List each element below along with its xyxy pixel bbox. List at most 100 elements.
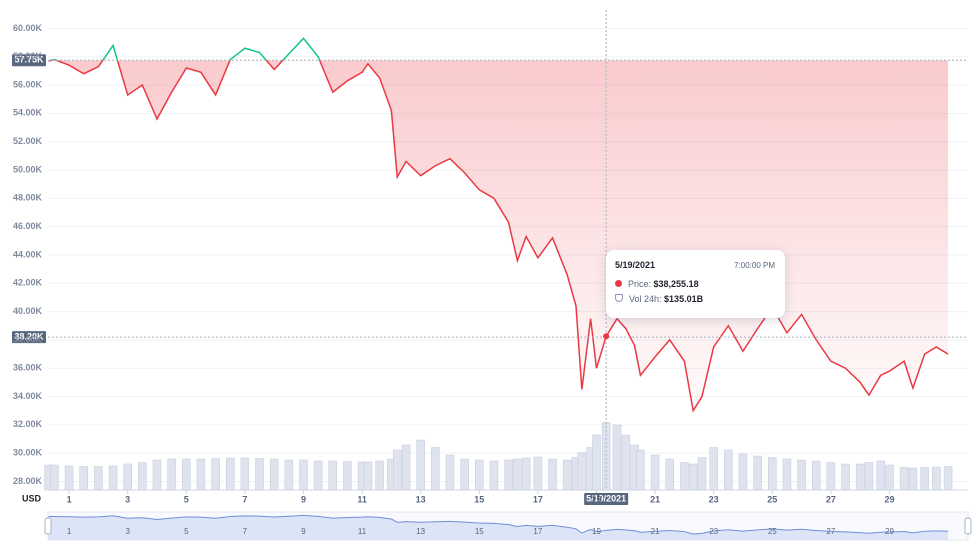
volume-bar xyxy=(431,447,440,491)
volume-bar xyxy=(753,455,762,491)
y-tick-label: 56.00K xyxy=(13,79,43,89)
volume-bar xyxy=(521,457,531,491)
tooltip-date-text: 5/19/2021 xyxy=(615,260,656,270)
volume-bar xyxy=(375,460,384,491)
navigator-tick-label: 25 xyxy=(768,527,777,536)
volume-bar xyxy=(392,449,402,491)
volume-bar xyxy=(932,466,941,491)
volume-bar xyxy=(240,457,250,491)
y-tick-label: 54.00K xyxy=(13,108,43,118)
y-tick-label: 44.00K xyxy=(13,249,43,259)
volume-bar xyxy=(724,449,733,491)
volume-value: $135.01B xyxy=(664,294,704,304)
navigator-tick-label: 29 xyxy=(885,527,894,536)
tooltip: 5/19/2021 7:00:00 PM Price: $38,255.18 V… xyxy=(606,250,785,318)
volume-icon xyxy=(615,294,623,302)
volume-bar xyxy=(533,456,543,491)
navigator-tick-label: 5 xyxy=(184,527,189,536)
volume-bar xyxy=(612,424,622,491)
navigator-line xyxy=(48,514,949,535)
volume-bar xyxy=(688,463,698,491)
volume-bar xyxy=(577,452,587,491)
x-tick-label: 15 xyxy=(474,494,484,504)
x-tick-label: 23 xyxy=(709,494,719,504)
volume-bar xyxy=(108,465,118,491)
volume-bar xyxy=(255,458,264,491)
price-dot xyxy=(615,280,622,287)
volume-bar xyxy=(196,458,206,491)
navigator-tick-label: 15 xyxy=(475,527,484,536)
y-tick-label: 34.00K xyxy=(13,391,43,401)
volume-bar xyxy=(416,439,425,491)
volume-bar xyxy=(768,457,777,491)
volume-bar xyxy=(811,460,821,491)
crosshair-x-label: 5/19/2021 xyxy=(586,493,626,503)
volume-bar xyxy=(650,454,660,491)
volume-bar xyxy=(899,467,909,491)
volume-bar xyxy=(343,461,352,491)
volume-bar xyxy=(797,459,806,491)
volume-bar xyxy=(123,463,132,491)
y-axis-label: USD xyxy=(22,493,42,503)
volume-bar xyxy=(152,459,162,491)
x-tick-label: 11 xyxy=(357,494,367,504)
price-line-down xyxy=(48,60,949,413)
y-tick-label: 46.00K xyxy=(13,221,43,231)
crosshair-x-box xyxy=(584,493,629,505)
volume-bar xyxy=(782,458,792,491)
volume-label: Vol 24h: xyxy=(629,294,662,304)
volume-bar xyxy=(876,460,885,491)
volume-bar xyxy=(592,434,601,491)
volume-bar xyxy=(943,466,953,491)
volume-bar xyxy=(460,458,469,491)
volume-bar xyxy=(269,458,279,491)
volume-bar xyxy=(138,462,147,491)
price-area xyxy=(48,60,949,411)
tooltip-date: 5/19/2021 xyxy=(615,260,655,270)
volume-bar xyxy=(79,466,88,491)
volume-bar xyxy=(826,462,836,491)
volume-bar xyxy=(313,460,323,491)
volume-bar xyxy=(680,462,689,491)
y-tick-label: 60.00K xyxy=(13,23,43,33)
navigator-handle-right xyxy=(964,517,972,535)
volume-bar xyxy=(445,454,455,491)
tooltip-volume: Vol 24h: $135.01B xyxy=(615,294,703,304)
volume-bar xyxy=(908,467,918,491)
navigator-tick-label: 17 xyxy=(533,527,542,536)
navigator-handle-left xyxy=(44,517,52,535)
x-tick-label: 19 xyxy=(591,494,601,504)
navigator-tick-label: 7 xyxy=(243,527,248,536)
tooltip-time: 7:00:00 PM xyxy=(734,261,775,270)
volume-bar xyxy=(299,459,308,491)
volume-bar xyxy=(475,459,484,491)
navigator-tick-label: 27 xyxy=(826,527,835,536)
volume-bar xyxy=(401,444,411,491)
volume-bar xyxy=(182,458,191,491)
volume-bar xyxy=(920,467,929,491)
hover-point xyxy=(603,333,610,340)
y-tick-label: 36.00K xyxy=(13,363,43,373)
volume-bar xyxy=(709,447,718,491)
y-tick-label: 30.00K xyxy=(13,448,43,458)
volume-bar xyxy=(225,457,235,491)
volume-bar xyxy=(328,460,338,491)
navigator-tick-label: 19 xyxy=(592,527,601,536)
y-tick-label: 52.00K xyxy=(13,136,43,146)
x-tick-label: 5 xyxy=(184,494,189,504)
y-tick-label: 50.00K xyxy=(13,164,43,174)
navigator-tick-label: 21 xyxy=(651,527,660,536)
volume-bar xyxy=(855,463,865,491)
navigator-tick-label: 11 xyxy=(358,527,367,536)
tooltip-price: Price: $38,255.18 xyxy=(615,279,699,289)
y-tick-label: 42.00K xyxy=(13,278,43,288)
volume-bar xyxy=(562,459,572,491)
navigator-tick-label: 9 xyxy=(301,527,306,536)
reference-label-box xyxy=(12,54,46,67)
volume-bar xyxy=(697,457,707,491)
volume-bar xyxy=(167,458,176,491)
y-tick-label: 28.00K xyxy=(13,476,43,486)
volume-bar xyxy=(284,459,294,491)
x-tick-label: 25 xyxy=(767,494,777,504)
